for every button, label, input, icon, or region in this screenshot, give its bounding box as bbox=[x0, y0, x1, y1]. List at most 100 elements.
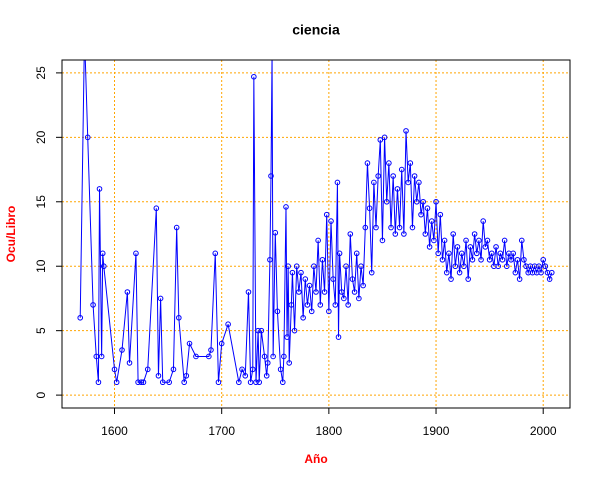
data-point bbox=[392, 231, 399, 237]
data-point bbox=[422, 231, 429, 237]
data-point bbox=[304, 302, 311, 308]
data-point bbox=[176, 314, 182, 321]
data-point bbox=[330, 276, 336, 282]
data-point bbox=[356, 295, 362, 302]
data-point bbox=[390, 173, 396, 179]
data-point bbox=[338, 289, 345, 295]
data-point bbox=[126, 360, 133, 366]
data-point bbox=[119, 347, 125, 353]
data-point bbox=[443, 269, 450, 276]
data-point bbox=[133, 250, 139, 257]
data-point bbox=[311, 263, 317, 270]
data-point bbox=[439, 256, 446, 263]
data-point bbox=[366, 205, 373, 212]
data-point bbox=[379, 237, 386, 244]
data-point bbox=[478, 256, 484, 263]
data-point bbox=[454, 244, 461, 250]
x-tick-label: 1700 bbox=[208, 424, 235, 438]
data-point bbox=[298, 269, 304, 276]
data-point bbox=[465, 276, 471, 282]
data-point bbox=[334, 179, 341, 186]
data-point bbox=[258, 327, 265, 334]
data-point bbox=[319, 256, 326, 263]
x-tick-label: 2000 bbox=[530, 424, 557, 438]
data-point bbox=[493, 244, 499, 250]
data-point bbox=[264, 360, 271, 366]
data-point bbox=[111, 366, 118, 373]
data-point bbox=[495, 263, 501, 270]
x-tick-label: 1600 bbox=[101, 424, 128, 438]
data-point bbox=[288, 302, 295, 308]
data-point bbox=[155, 372, 162, 379]
data-point bbox=[270, 353, 276, 360]
data-point bbox=[284, 334, 290, 340]
data-point bbox=[328, 218, 334, 224]
y-tick-label: 20 bbox=[34, 130, 48, 144]
data-point bbox=[383, 198, 390, 205]
data-point bbox=[358, 263, 364, 270]
data-point bbox=[456, 269, 463, 276]
data-point bbox=[398, 166, 405, 173]
data-point bbox=[463, 237, 469, 244]
data-point bbox=[166, 379, 172, 386]
data-point bbox=[93, 353, 100, 360]
data-point bbox=[448, 276, 454, 282]
data-point bbox=[471, 231, 478, 237]
data-point bbox=[437, 211, 444, 218]
data-point bbox=[499, 256, 506, 263]
data-point bbox=[401, 231, 407, 237]
data-point bbox=[480, 218, 486, 224]
data-point bbox=[82, 32, 87, 37]
data-point bbox=[289, 269, 296, 276]
data-point bbox=[285, 263, 291, 270]
data-point bbox=[272, 229, 279, 236]
data-point bbox=[208, 347, 214, 353]
data-point bbox=[386, 160, 392, 166]
data-point bbox=[521, 256, 527, 263]
y-tick-label: 0 bbox=[34, 391, 48, 398]
data-point bbox=[239, 366, 245, 373]
data-point bbox=[277, 366, 284, 373]
data-point bbox=[255, 327, 261, 334]
data-point bbox=[135, 379, 141, 386]
data-point bbox=[476, 237, 482, 244]
data-point bbox=[183, 372, 190, 379]
data-point bbox=[450, 231, 456, 237]
data-point bbox=[405, 179, 411, 186]
data-point bbox=[488, 250, 495, 257]
data-point bbox=[341, 295, 347, 302]
data-point bbox=[371, 179, 377, 186]
data-point bbox=[458, 250, 465, 257]
y-tick-label: 25 bbox=[34, 66, 48, 80]
data-point bbox=[242, 372, 249, 379]
data-point bbox=[247, 379, 254, 386]
data-point bbox=[302, 276, 309, 282]
data-point bbox=[501, 237, 508, 244]
data-point bbox=[388, 224, 394, 231]
data-point bbox=[317, 302, 324, 308]
data-point bbox=[291, 327, 298, 334]
data-point bbox=[268, 173, 274, 179]
data-point bbox=[84, 134, 91, 141]
data-point bbox=[343, 263, 349, 270]
data-point bbox=[433, 198, 439, 205]
data-point bbox=[375, 173, 381, 179]
data-point bbox=[281, 353, 287, 360]
data-point bbox=[516, 276, 523, 282]
data-point bbox=[548, 269, 555, 276]
data-point bbox=[435, 250, 441, 257]
data-point bbox=[510, 250, 516, 257]
data-point bbox=[267, 256, 273, 263]
data-point bbox=[245, 289, 252, 295]
data-point bbox=[140, 379, 147, 386]
data-point bbox=[473, 250, 480, 257]
data-point bbox=[411, 173, 418, 179]
y-tick-label: 5 bbox=[34, 327, 48, 334]
data-point bbox=[218, 340, 225, 347]
data-point bbox=[170, 366, 177, 373]
data-point bbox=[546, 276, 553, 282]
data-point bbox=[313, 289, 319, 295]
data-point bbox=[236, 379, 242, 386]
data-point bbox=[424, 205, 431, 212]
chart-title: ciencia bbox=[292, 22, 340, 38]
